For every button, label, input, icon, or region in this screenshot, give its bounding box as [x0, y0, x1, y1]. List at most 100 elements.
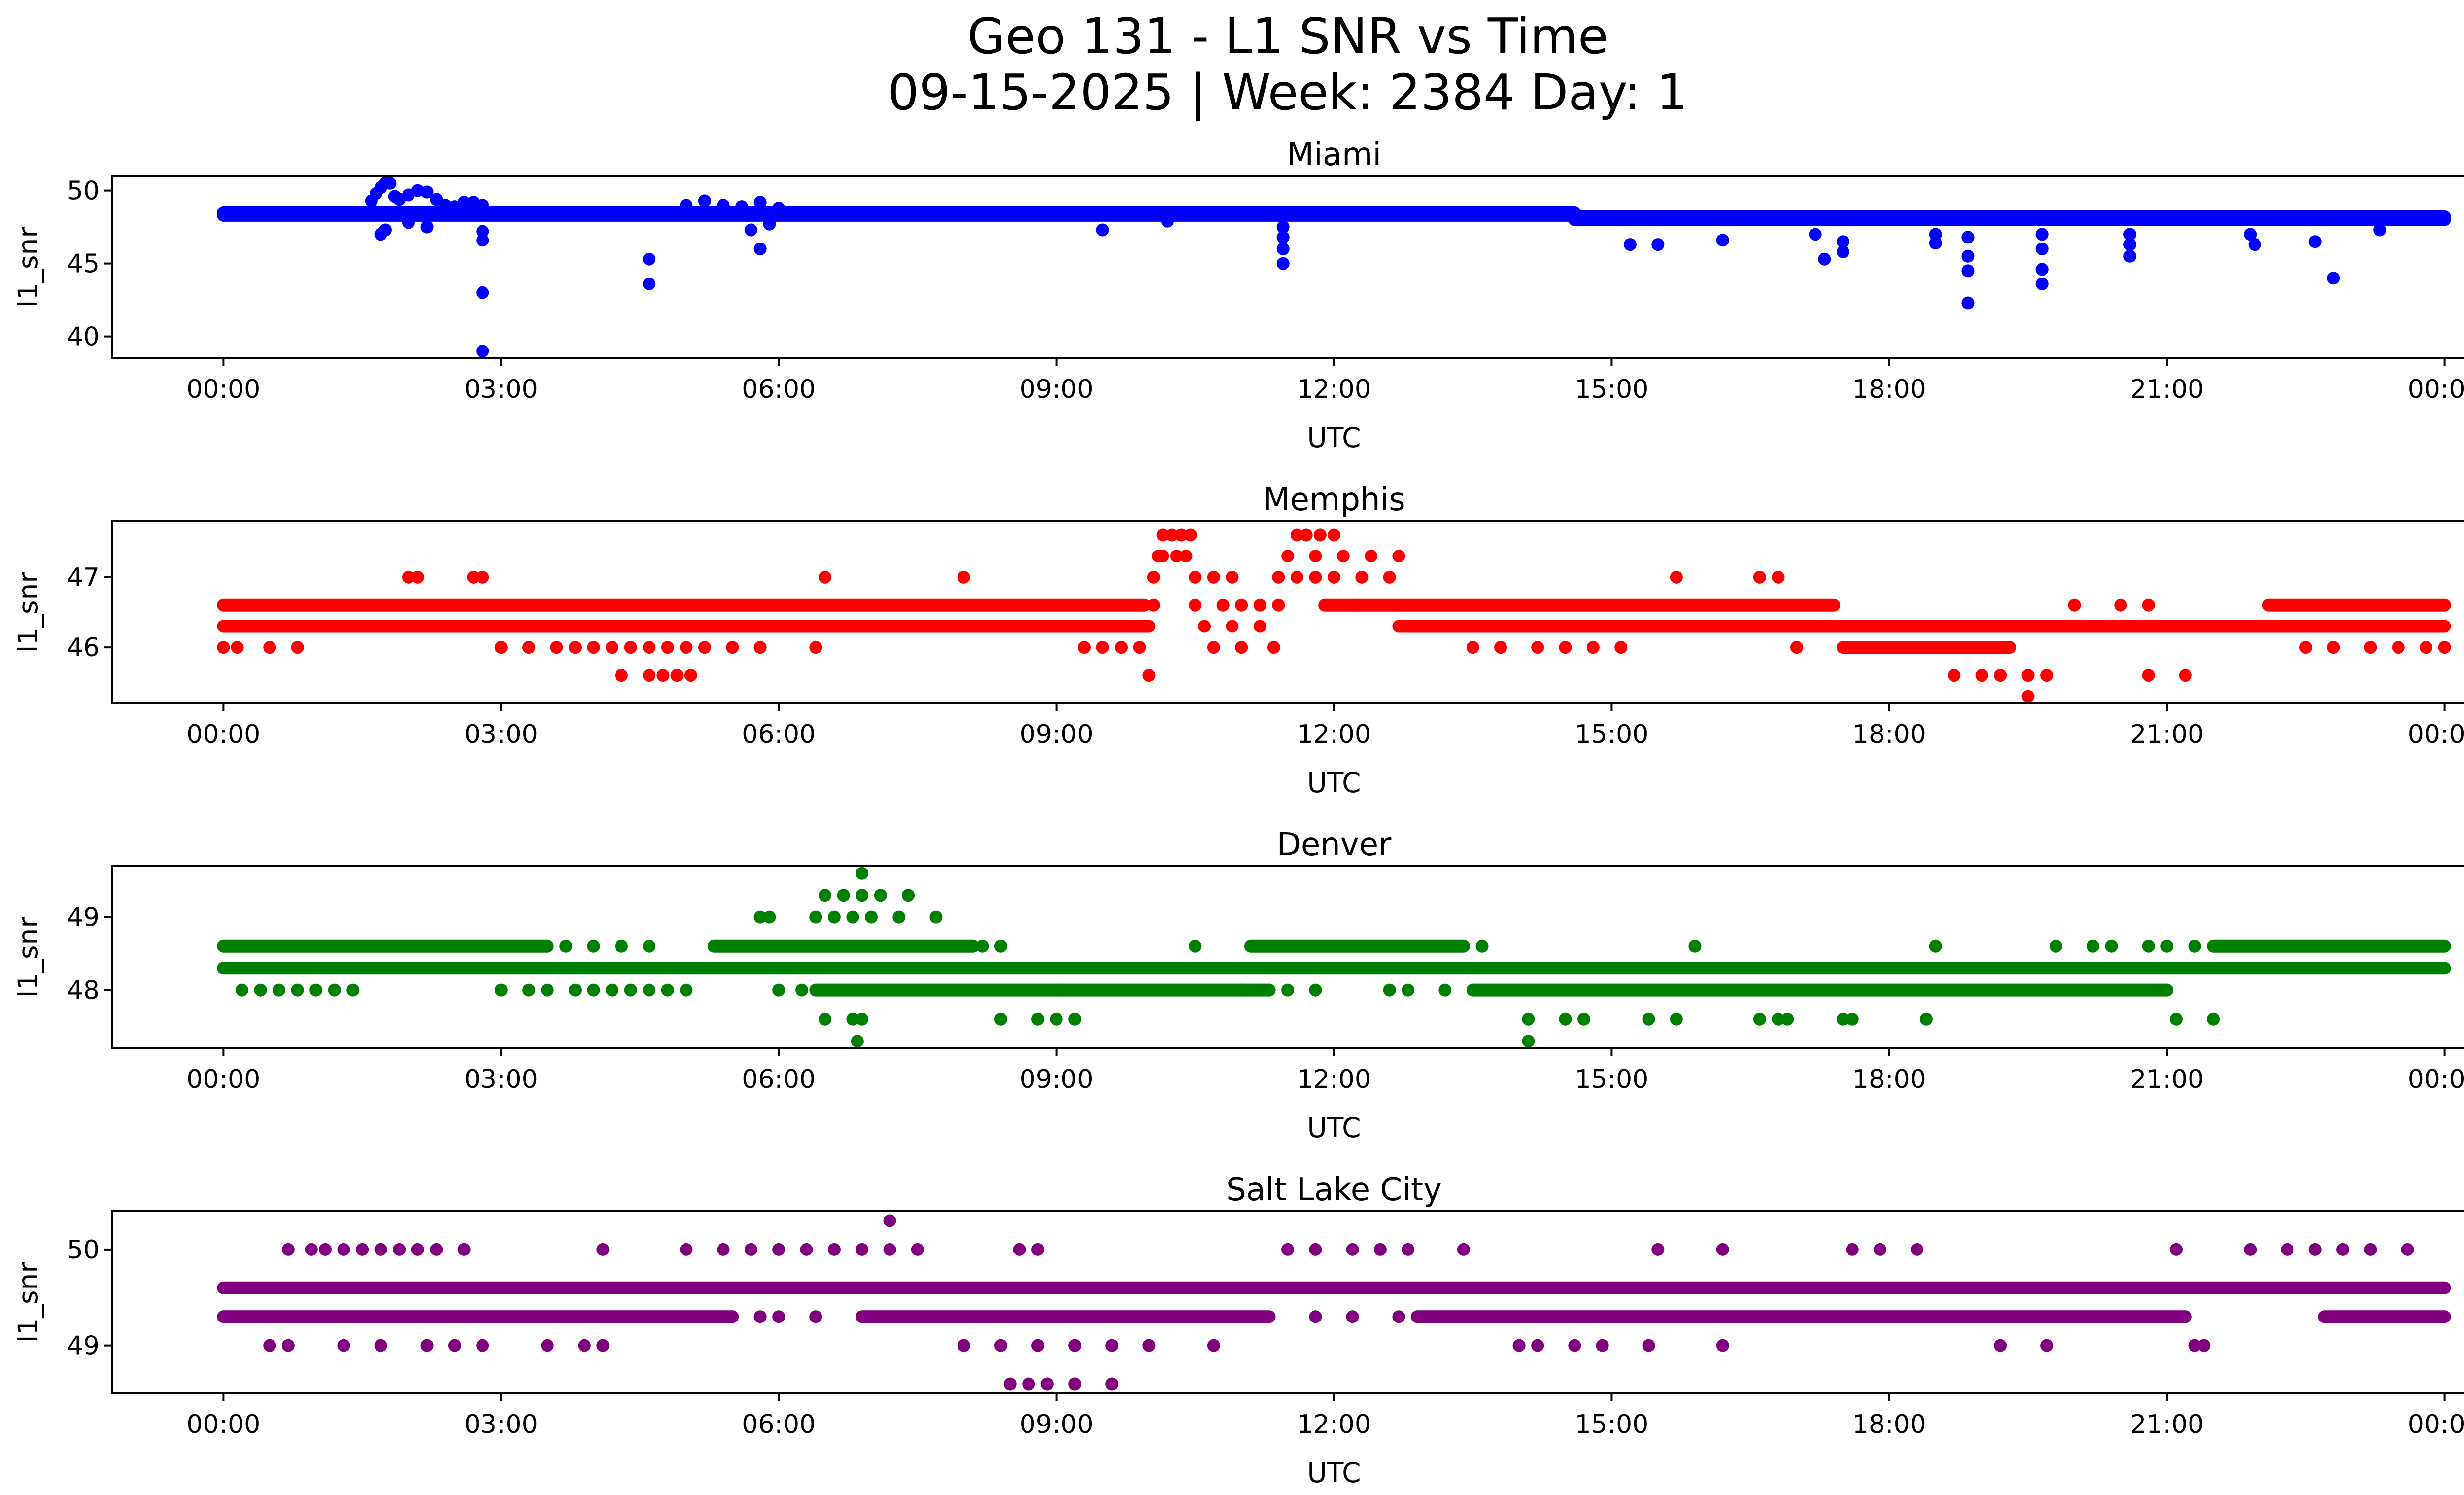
data-point — [328, 983, 341, 997]
data-point — [402, 570, 415, 584]
data-point — [1290, 570, 1303, 584]
data-point — [305, 1243, 318, 1256]
data-point — [1753, 1012, 1766, 1026]
plot-frame — [111, 1210, 2464, 1394]
panel-salt-lake-city: Salt Lake City UTC l1_snr 00:00 03:00 06:0… — [12, 1172, 2464, 1489]
data-point — [1559, 641, 1572, 654]
data-point — [541, 983, 554, 997]
data-point — [1272, 570, 1285, 584]
x-axis-label: UTC — [1307, 767, 1361, 799]
data-point — [2327, 272, 2340, 285]
data-point — [1874, 1243, 1887, 1256]
data-point — [957, 570, 970, 584]
data-point — [2123, 228, 2137, 241]
figure-title-line-1: Geo 131 - L1 SNR vs Time — [967, 7, 1608, 65]
data-point — [717, 1243, 730, 1256]
data-point — [753, 196, 767, 209]
y-tick-label: 45 — [67, 249, 100, 279]
data-point — [1836, 245, 1849, 258]
data-point — [263, 641, 276, 654]
data-point — [1165, 528, 1179, 542]
data-point — [735, 200, 749, 213]
y-tick-label: 46 — [67, 633, 100, 662]
panel-memphis: Memphis UTC l1_snr 00:00 03:00 06:00 09:00 1… — [12, 482, 2464, 799]
data-point — [892, 910, 906, 924]
data-point — [379, 223, 392, 237]
x-tick-label: 12:00 — [1297, 1065, 1371, 1094]
data-point — [1994, 1339, 2007, 1352]
data-point — [1753, 570, 1766, 584]
data-point — [1392, 1310, 1405, 1323]
data-point — [1281, 1243, 1295, 1256]
data-point — [476, 199, 489, 212]
data-point — [2142, 669, 2155, 682]
x-tick-label: 18:00 — [1852, 375, 1926, 404]
data-point — [522, 983, 536, 997]
data-point-run — [1318, 598, 1841, 612]
data-point — [1336, 550, 1350, 563]
data-point — [337, 1339, 350, 1352]
data-point — [1235, 641, 1248, 654]
data-point — [1651, 1243, 1665, 1256]
data-point — [856, 1012, 869, 1026]
data-point — [1077, 641, 1091, 654]
data-point — [569, 641, 582, 654]
data-point — [1013, 1243, 1026, 1256]
data-point — [476, 225, 489, 238]
data-point — [356, 1243, 369, 1256]
data-point — [2105, 939, 2118, 953]
data-point — [2086, 939, 2099, 953]
data-point — [2179, 669, 2192, 682]
data-point-run — [217, 962, 2451, 975]
data-point — [874, 889, 887, 902]
data-point — [1670, 570, 1683, 584]
data-point — [254, 983, 267, 997]
data-point — [994, 1012, 1007, 1026]
data-point — [680, 1243, 693, 1256]
data-point — [726, 641, 739, 654]
data-point-run — [1466, 983, 2174, 997]
data-point — [911, 1243, 924, 1256]
y-axis-label: l1_snr — [12, 1262, 44, 1343]
data-point — [383, 176, 397, 190]
data-point — [819, 570, 832, 584]
data-point — [1772, 570, 1785, 584]
data-point — [541, 1339, 554, 1352]
data-point — [1300, 528, 1313, 542]
data-point — [273, 983, 286, 997]
data-series — [217, 1214, 2451, 1391]
data-point — [346, 983, 360, 997]
data-point — [883, 1214, 896, 1227]
data-point — [1716, 1243, 1729, 1256]
data-point — [2197, 1339, 2211, 1352]
data-point — [772, 983, 786, 997]
data-point — [994, 939, 1007, 953]
data-point — [2170, 1243, 2183, 1256]
data-point — [624, 641, 637, 654]
data-point — [1142, 1339, 1156, 1352]
plot-frame — [111, 865, 2464, 1049]
data-point — [772, 1243, 786, 1256]
data-point — [1207, 570, 1220, 584]
data-point — [1961, 296, 1975, 310]
data-point — [1235, 598, 1248, 612]
data-point-run — [217, 620, 1156, 633]
data-point — [1050, 1012, 1063, 1026]
data-point — [1263, 983, 1276, 997]
data-point — [643, 669, 656, 682]
data-point — [448, 1339, 461, 1352]
data-point — [1068, 1339, 1082, 1352]
data-point — [1466, 641, 1479, 654]
x-tick-label: 09:00 — [1020, 720, 1094, 749]
plot-frame — [111, 520, 2464, 704]
data-point — [587, 939, 600, 953]
data-point — [1115, 641, 1128, 654]
data-point — [753, 641, 767, 654]
data-point — [2035, 278, 2049, 291]
data-point — [753, 1310, 767, 1323]
data-point — [1068, 1012, 1082, 1026]
x-tick-label: 06:00 — [742, 375, 816, 404]
data-point — [1929, 237, 1942, 250]
data-point — [656, 669, 670, 682]
